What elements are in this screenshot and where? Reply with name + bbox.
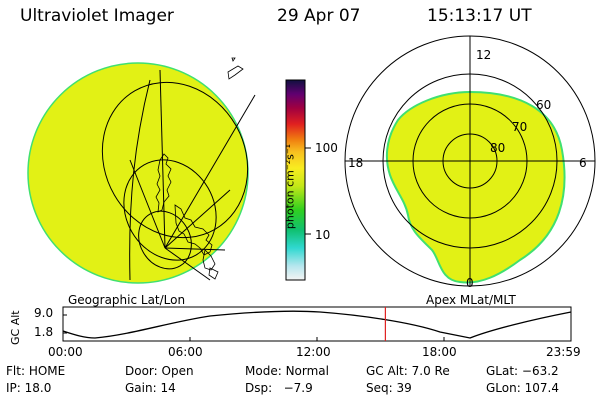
mlt-label-0: 0 (466, 276, 474, 290)
time-tick-1800: 18:00 (422, 345, 457, 359)
time-tick-2359: 23:59 (546, 345, 581, 359)
altitude-ytick-9: 9.0 (34, 306, 54, 320)
time-tick-0000: 00:00 (48, 345, 83, 359)
time-label: 15:13:17 UT (427, 6, 532, 26)
glon-info: GLon: 107.4 (486, 381, 559, 395)
geographic-panel-label: Geographic Lat/Lon (68, 293, 186, 307)
dsp-info: Dsp: −7.9 (245, 381, 313, 395)
coastline-outline (155, 57, 244, 280)
mlt-label-6: 6 (579, 156, 587, 170)
instrument-title: Ultraviolet Imager (20, 6, 174, 26)
colorbar-tick-100: 100 (315, 141, 338, 155)
mode-info: Mode: Normal (245, 364, 329, 378)
polar-grid (344, 35, 596, 287)
ip-info: IP: 18.0 (6, 381, 52, 395)
lat-label-60: 60 (536, 98, 552, 112)
geographic-grid (101, 69, 256, 281)
gain-info: Gain: 14 (125, 381, 176, 395)
gc-alt-info: GC Alt: 7.0 Re (366, 364, 450, 378)
altitude-ylabel: GC Alt (9, 310, 22, 345)
lat-label-70: 70 (512, 120, 528, 134)
altitude-ytick-1-8: 1.8 (34, 325, 54, 339)
seq-info: Seq: 39 (366, 381, 412, 395)
date-label: 29 Apr 07 (277, 6, 361, 26)
mlt-label-18: 18 (348, 156, 364, 170)
mlt-label-12: 12 (476, 48, 492, 62)
time-tick-1200: 12:00 (296, 345, 331, 359)
colorbar-tick-10: 10 (315, 228, 331, 242)
altitude-curve (62, 310, 572, 339)
glat-info: GLat: −63.2 (486, 364, 559, 378)
polar-panel-label: Apex MLat/MLT (426, 293, 516, 307)
door-info: Door: Open (125, 364, 194, 378)
flight-info: Flt: HOME (6, 364, 66, 378)
time-tick-0600: 06:00 (168, 345, 203, 359)
lat-label-80: 80 (490, 141, 506, 155)
